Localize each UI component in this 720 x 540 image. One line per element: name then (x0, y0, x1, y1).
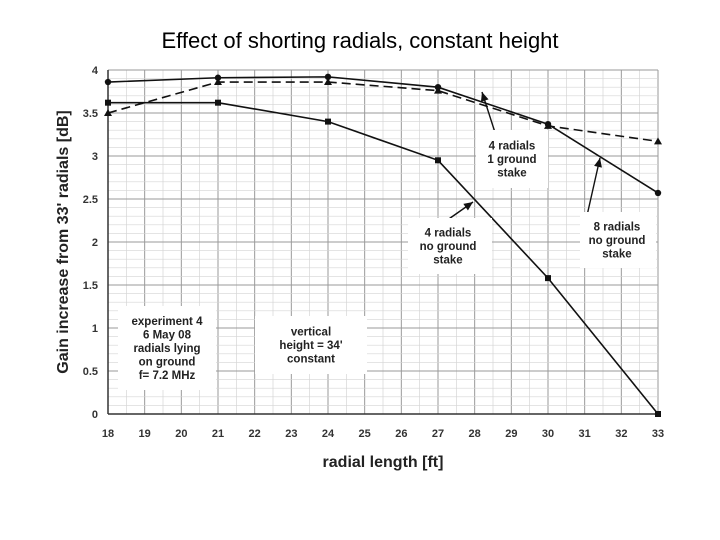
annotation-text: vertical (291, 326, 331, 338)
data-point-circle (104, 78, 112, 86)
annotation-text: 4 radials (489, 140, 536, 152)
annotation-text: stake (433, 254, 462, 266)
annotation-arrowhead (594, 158, 602, 168)
data-point-square (215, 99, 221, 106)
data-point-circle (654, 189, 662, 197)
x-tick-label: 25 (359, 428, 371, 440)
y-tick-label: 3.5 (83, 108, 98, 120)
y-axis-label: Gain increase from 33' radials [dB] (55, 110, 72, 373)
annotation-text: experiment 4 (132, 316, 204, 328)
data-point-triangle (214, 78, 222, 86)
x-tick-label: 23 (285, 428, 297, 440)
annotation-box (580, 212, 656, 268)
x-tick-label: 28 (469, 428, 481, 440)
annotation-arrowhead (463, 202, 473, 211)
data-point-square (325, 118, 331, 125)
x-tick-label: 18 (102, 428, 114, 440)
x-tick-label: 19 (139, 428, 151, 440)
data-point-square (435, 157, 441, 164)
annotation-box (255, 316, 367, 374)
annotation-arrow (585, 157, 601, 221)
series-line-0 (107, 76, 659, 194)
y-tick-label: 1 (92, 323, 98, 335)
data-point-square (545, 275, 551, 282)
x-tick-label: 24 (322, 428, 335, 440)
axes (107, 70, 658, 415)
data-point-triangle (104, 109, 112, 116)
x-tick-label: 26 (395, 428, 407, 440)
annotation-text: 4 radials (425, 227, 472, 239)
x-tick-label: 27 (432, 428, 444, 440)
x-tick-label: 22 (249, 428, 261, 440)
y-tick-label: 4 (92, 65, 99, 77)
annotation-text: 8 radials (594, 221, 641, 233)
y-tick-label: 0.5 (83, 366, 98, 378)
x-tick-label: 33 (652, 428, 664, 440)
annotation-arrowhead (480, 92, 489, 102)
data-point-square (655, 411, 661, 417)
annotation-text: radials lying (133, 343, 200, 355)
y-tick-label: 2.5 (83, 194, 98, 206)
x-tick-label: 20 (175, 428, 187, 440)
annotation-text: stake (602, 248, 631, 260)
x-tick-label: 32 (615, 428, 627, 440)
x-tick-label: 29 (505, 428, 517, 440)
annotation-text: no ground (420, 241, 477, 253)
x-tick-label: 21 (212, 428, 224, 440)
annotation-text: no ground (589, 235, 646, 247)
series-line-1 (107, 81, 659, 143)
data-point-circle (214, 74, 222, 81)
annotation-box (408, 218, 492, 274)
annotation-text: f= 7.2 MHz (139, 370, 196, 382)
data-point-triangle (654, 137, 662, 145)
y-tick-label: 1.5 (83, 280, 98, 292)
chart-title: Effect of shorting radials, constant hei… (161, 28, 559, 53)
annotation-box (118, 306, 216, 390)
x-tick-label: 30 (542, 428, 554, 440)
data-point-triangle (544, 121, 552, 129)
annotation-text: height = 34' (279, 340, 342, 352)
annotation-text: on ground (139, 356, 196, 368)
annotation-text: stake (497, 167, 526, 179)
annotation-text: 6 May 08 (143, 329, 192, 341)
data-point-circle (324, 73, 332, 81)
annotation-box (476, 130, 548, 188)
x-axis-label: radial length [ft] (323, 454, 444, 471)
data-point-triangle (434, 86, 442, 94)
annotation-text: constant (287, 353, 335, 365)
y-tick-label: 2 (92, 237, 98, 249)
x-tick-label: 31 (579, 428, 591, 440)
data-point-square (105, 99, 111, 106)
data-point-triangle (324, 78, 332, 86)
y-tick-label: 0 (92, 409, 98, 421)
y-tick-label: 3 (92, 151, 98, 163)
series-line-2 (108, 101, 659, 415)
tick-labels: 18 19 20 21 22 23 24 25 26 27 28 29 30 31 32 3300.511.5… (83, 65, 664, 440)
annotation-text: 1 ground (487, 154, 536, 166)
series-layer (104, 73, 662, 417)
